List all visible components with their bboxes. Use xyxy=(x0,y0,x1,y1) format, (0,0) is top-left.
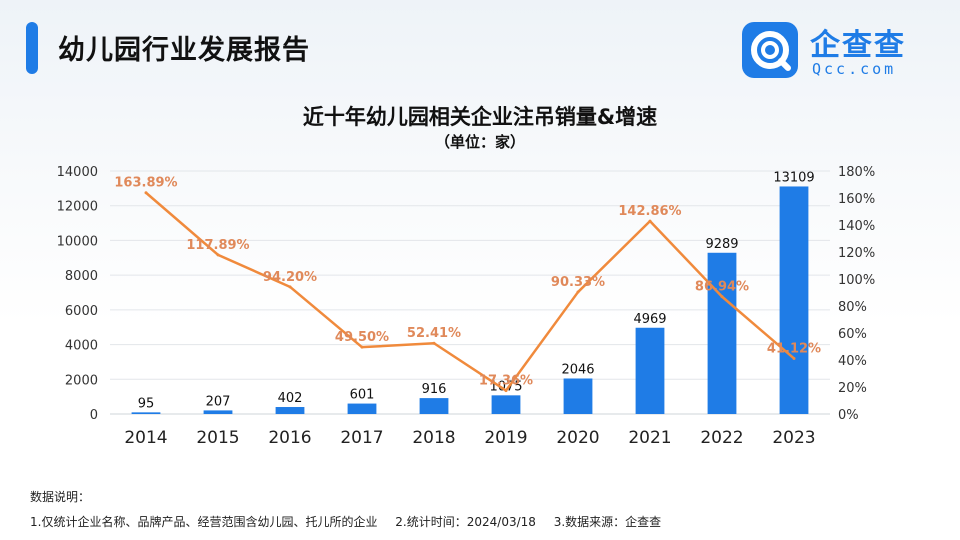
y-left-tick-label: 0 xyxy=(90,408,98,423)
x-tick-label: 2018 xyxy=(412,428,455,448)
x-tick-label: 2021 xyxy=(628,428,671,448)
y-right-tick-label: 160% xyxy=(838,192,875,207)
notes-items: 1.仅统计企业名称、品牌产品、经营范围含幼儿园、托儿所的企业 2.统计时间：20… xyxy=(30,513,675,530)
growth-value-label: 17.36% xyxy=(479,374,533,389)
logo-name: 企查查 xyxy=(810,28,906,63)
y-left-tick-label: 6000 xyxy=(65,304,98,319)
bar-value-label: 9289 xyxy=(705,237,738,252)
y-left-tick-label: 2000 xyxy=(65,373,98,388)
bar-value-label: 4969 xyxy=(633,312,666,327)
bar-value-label: 95 xyxy=(138,396,155,411)
x-tick-label: 2017 xyxy=(340,428,383,448)
x-tick-label: 2022 xyxy=(700,428,743,448)
bar xyxy=(131,412,161,414)
growth-value-label: 142.86% xyxy=(618,204,681,219)
bar-value-label: 13109 xyxy=(773,170,814,185)
note-item-1: 1.仅统计企业名称、品牌产品、经营范围含幼儿园、托儿所的企业 xyxy=(30,515,378,529)
y-left-tick-label: 14000 xyxy=(57,165,98,180)
logo-url: Qcc.com xyxy=(812,60,897,78)
logo-icon xyxy=(742,22,798,78)
bar-value-label: 2046 xyxy=(561,362,594,377)
bar-value-label: 207 xyxy=(206,394,231,409)
bar xyxy=(707,252,737,414)
bar xyxy=(203,410,233,414)
x-tick-label: 2023 xyxy=(772,428,815,448)
note-item-3: 3.数据来源：企查查 xyxy=(553,515,662,529)
growth-value-label: 94.20% xyxy=(263,270,317,285)
growth-point xyxy=(648,219,652,223)
growth-point xyxy=(360,345,364,349)
growth-point xyxy=(216,253,220,257)
y-right-tick-label: 60% xyxy=(838,327,867,342)
growth-value-label: 163.89% xyxy=(114,176,177,191)
growth-value-label: 52.41% xyxy=(407,326,461,341)
bar xyxy=(491,395,521,414)
bar-value-label: 916 xyxy=(422,382,447,397)
y-left-tick-label: 4000 xyxy=(65,339,98,354)
y-left-tick-label: 12000 xyxy=(57,200,98,215)
bar-value-label: 402 xyxy=(278,391,303,406)
growth-point xyxy=(144,191,148,195)
y-right-tick-label: 20% xyxy=(838,381,867,396)
growth-point xyxy=(792,356,796,360)
x-tick-label: 2019 xyxy=(484,428,527,448)
x-tick-label: 2014 xyxy=(124,428,167,448)
y-left-tick-label: 8000 xyxy=(65,269,98,284)
growth-value-label: 49.50% xyxy=(335,330,389,345)
bar xyxy=(563,378,593,414)
bar-line-chart: 0 2000 4000 6000 8000 10000 12000 14000 0% 20% 40%… xyxy=(57,165,876,448)
bar xyxy=(347,403,377,414)
growth-point xyxy=(432,341,436,345)
bar xyxy=(635,327,665,414)
growth-value-label: 86.94% xyxy=(695,280,749,295)
notes-heading: 数据说明： xyxy=(30,490,91,504)
growth-value-label: 117.89% xyxy=(186,238,249,253)
x-tick-label: 2015 xyxy=(196,428,239,448)
title-accent-bar xyxy=(26,22,38,74)
bar-value-label: 601 xyxy=(350,388,375,403)
y-right-tick-label: 100% xyxy=(838,273,875,288)
growth-point xyxy=(504,389,508,393)
bar xyxy=(275,407,305,414)
y-right-tick-label: 0% xyxy=(838,408,859,423)
chart-subtitle: （单位：家） xyxy=(434,133,525,151)
y-right-tick-label: 120% xyxy=(838,246,875,261)
y-left-tick-label: 10000 xyxy=(57,234,98,249)
brand-logo: 企查查 Qcc.com xyxy=(742,20,942,80)
growth-point xyxy=(288,285,292,289)
growth-line xyxy=(145,191,795,392)
report-title: 幼儿园行业发展报告 xyxy=(58,35,310,66)
chart-title: 近十年幼儿园相关企业注吊销量&增速 xyxy=(302,105,658,129)
growth-point xyxy=(576,290,580,294)
growth-value-label: 41.12% xyxy=(767,341,821,356)
y-right-tick-label: 140% xyxy=(838,219,875,234)
y-right-tick-label: 40% xyxy=(838,354,867,369)
y-right-tick-label: 80% xyxy=(838,300,867,315)
data-notes: 数据说明： 1.仅统计企业名称、品牌产品、经营范围含幼儿园、托儿所的企业 2.统… xyxy=(30,488,675,538)
bar xyxy=(779,186,809,414)
y-right-tick-label: 180% xyxy=(838,165,875,180)
x-tick-label: 2020 xyxy=(556,428,599,448)
x-tick-label: 2016 xyxy=(268,428,311,448)
bar xyxy=(419,398,449,414)
note-item-2: 2.统计时间：2024/03/18 xyxy=(395,515,536,529)
growth-value-label: 90.33% xyxy=(551,275,605,290)
growth-point xyxy=(720,295,724,299)
bar-value-label: 1075 xyxy=(489,379,522,394)
